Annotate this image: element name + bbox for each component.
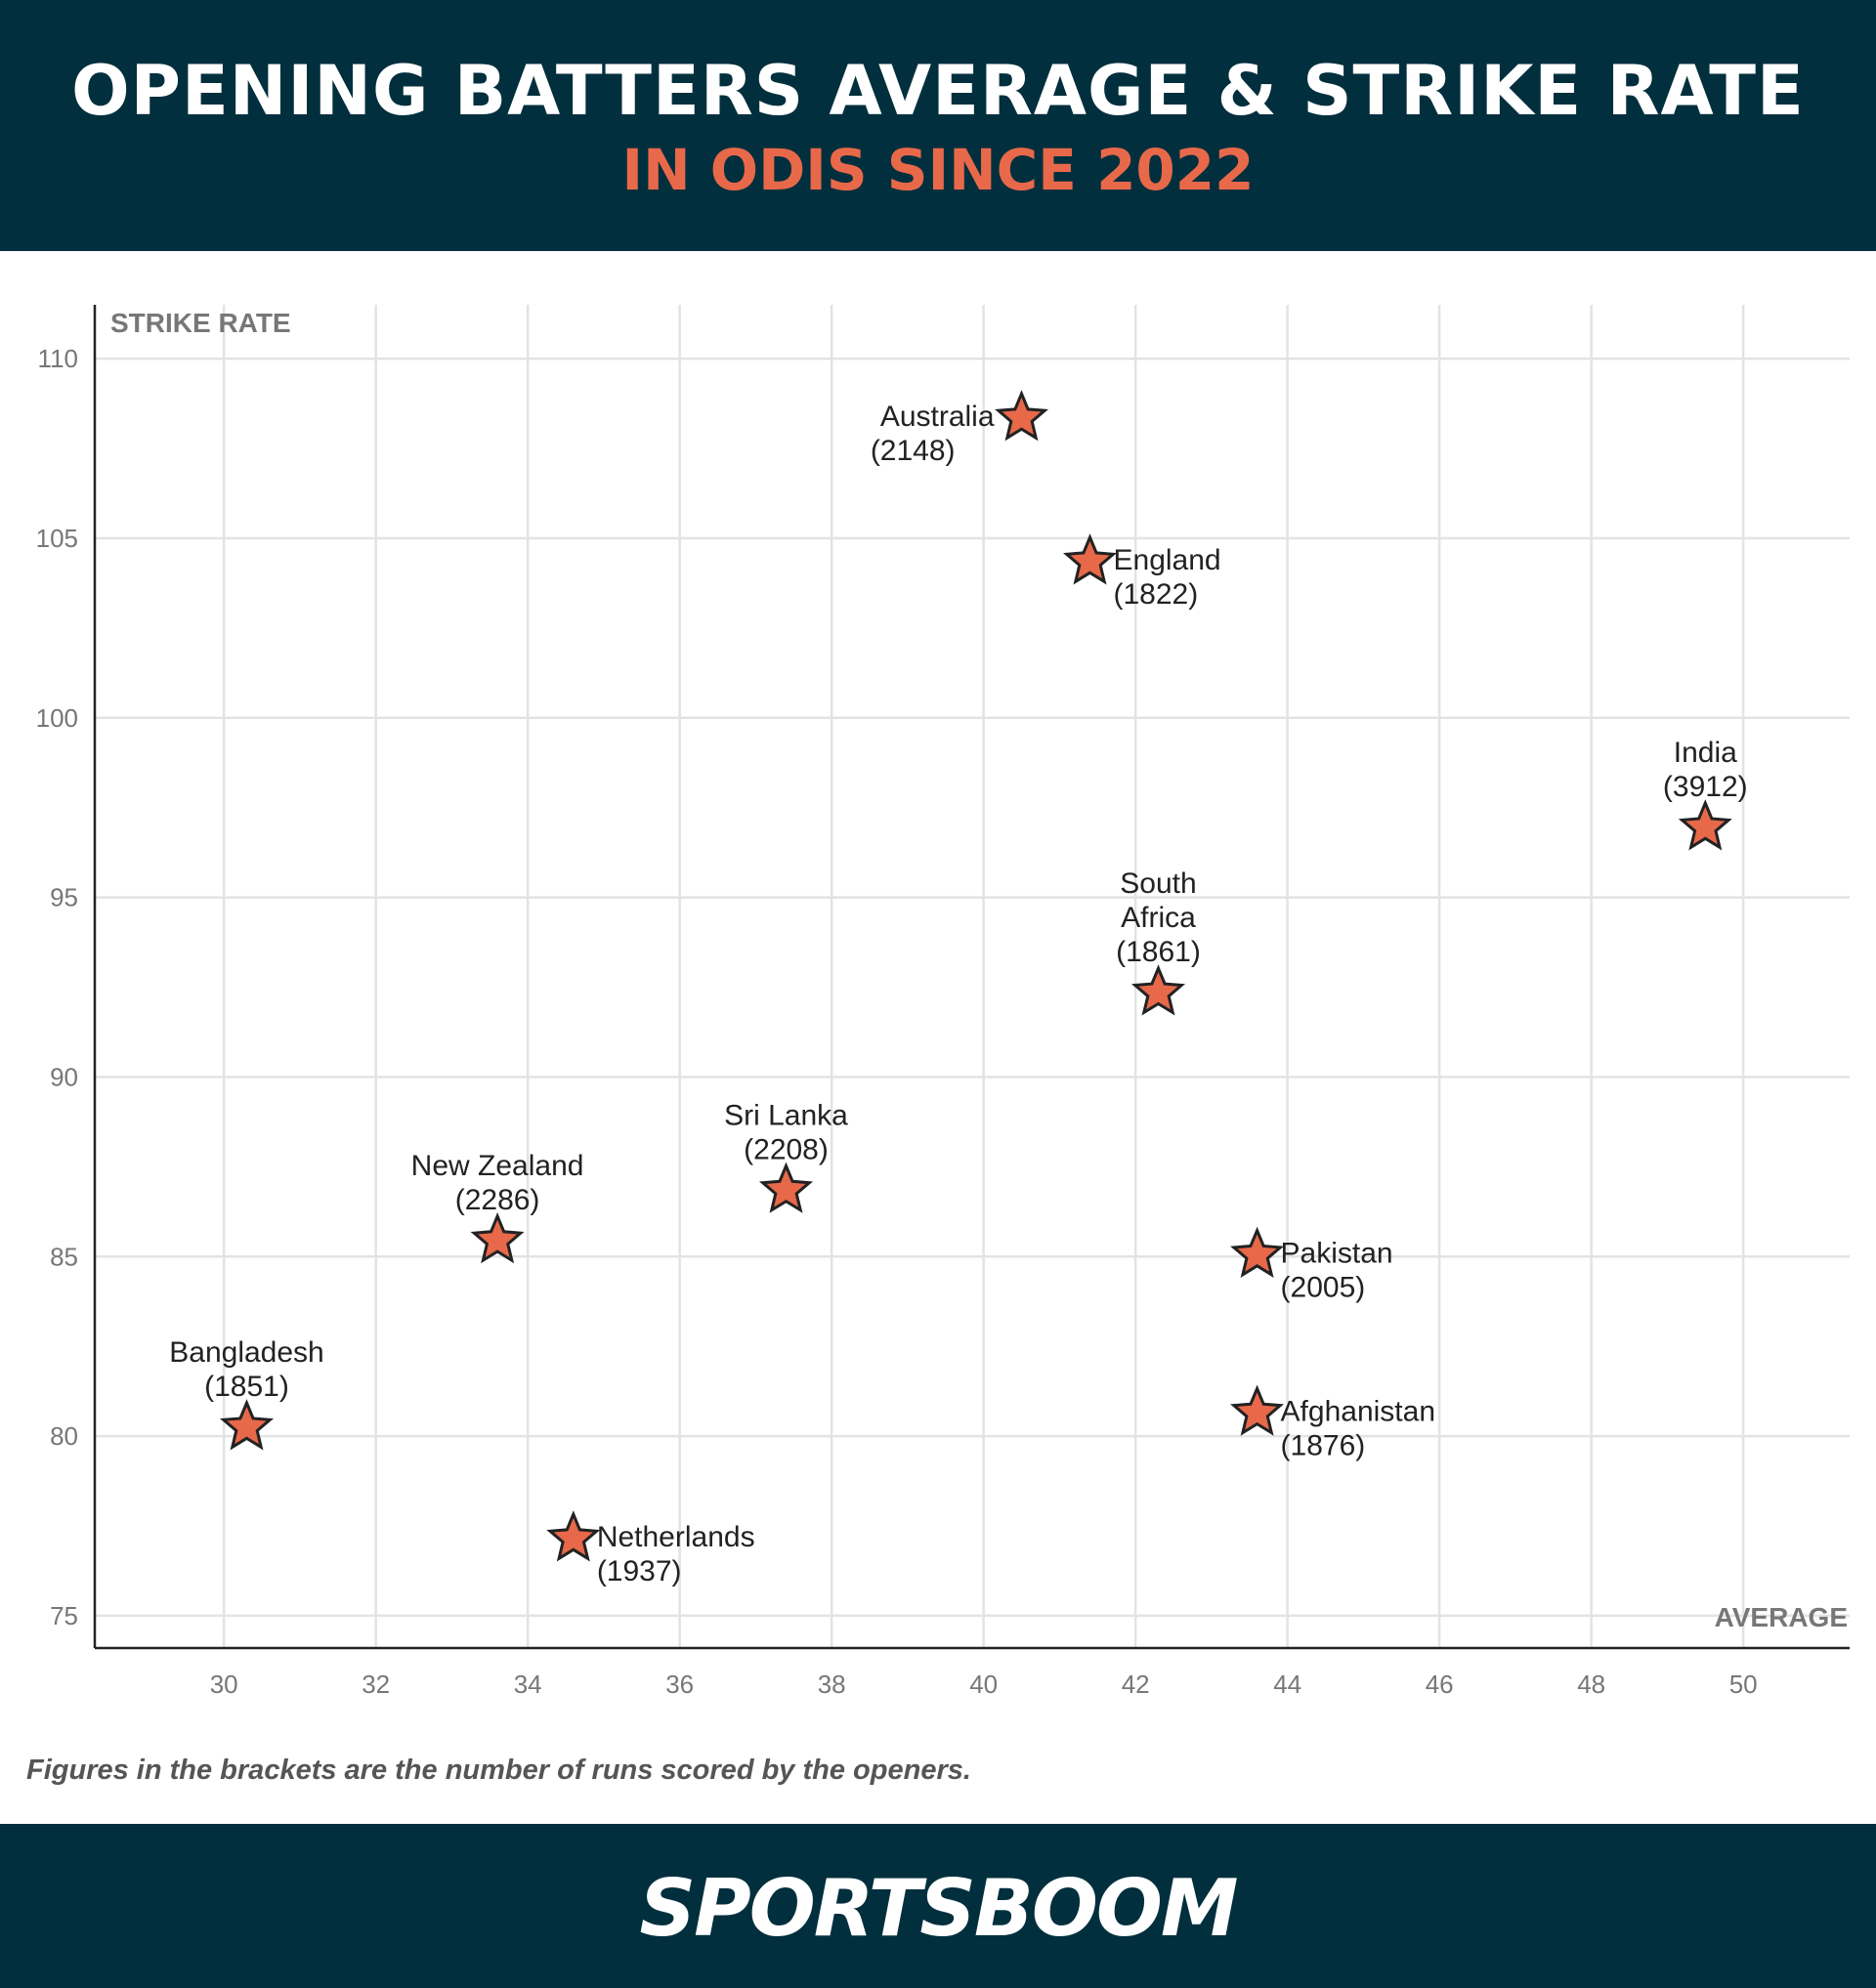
data-point-label: Pakistan (2005) bbox=[1281, 1238, 1393, 1304]
y-tick-label: 85 bbox=[50, 1242, 78, 1271]
data-point-label: England (1822) bbox=[1114, 544, 1221, 611]
country-label: Pakistan bbox=[1281, 1238, 1393, 1270]
y-tick-label: 100 bbox=[36, 703, 78, 733]
x-tick-label: 42 bbox=[1122, 1670, 1150, 1699]
data-point-label: New Zealand (2286) bbox=[411, 1150, 584, 1216]
data-point-star bbox=[1678, 799, 1732, 851]
x-axis-label: AVERAGE bbox=[1715, 1602, 1848, 1632]
y-tick-label: 75 bbox=[50, 1601, 78, 1630]
x-tick-label: 50 bbox=[1729, 1670, 1758, 1699]
runs-label: (3912) bbox=[1663, 771, 1748, 803]
country-label: New Zealand bbox=[411, 1150, 584, 1182]
x-tick-label: 46 bbox=[1426, 1670, 1454, 1699]
chart-title: OPENING BATTERS AVERAGE & STRIKE RATE bbox=[71, 51, 1805, 131]
y-tick-label: 95 bbox=[50, 883, 78, 912]
runs-label: (2148) bbox=[871, 435, 956, 467]
runs-label: (1822) bbox=[1114, 578, 1199, 611]
data-point-star bbox=[1062, 533, 1118, 585]
y-axis-label: STRIKE RATE bbox=[110, 308, 291, 338]
runs-label: (1876) bbox=[1281, 1429, 1366, 1461]
runs-label: (2286) bbox=[455, 1184, 540, 1216]
data-point-label: India (3912) bbox=[1663, 737, 1748, 803]
data-point-star bbox=[219, 1399, 275, 1451]
x-tick-label: 40 bbox=[969, 1670, 998, 1699]
data-point-label: Sri Lanka (2208) bbox=[724, 1099, 848, 1165]
country-label: Bangladesh bbox=[169, 1336, 323, 1369]
data-point-label: Afghanistan (1876) bbox=[1281, 1395, 1435, 1461]
x-tick-label: 36 bbox=[665, 1670, 694, 1699]
country-label: Africa bbox=[1121, 902, 1196, 934]
country-label: Australia bbox=[880, 401, 995, 433]
data-point-star bbox=[995, 390, 1049, 442]
data-point-label: Australia (2148) bbox=[871, 401, 995, 467]
y-tick-label: 110 bbox=[38, 344, 78, 373]
x-tick-label: 48 bbox=[1577, 1670, 1605, 1699]
y-tick-label: 90 bbox=[50, 1062, 78, 1091]
data-point-star bbox=[1230, 1226, 1284, 1278]
y-tick-label: 105 bbox=[36, 524, 78, 553]
country-label: India bbox=[1674, 737, 1737, 769]
runs-label: (2208) bbox=[744, 1133, 829, 1165]
chart-subtitle: IN ODIS SINCE 2022 bbox=[621, 137, 1255, 203]
country-label: England bbox=[1114, 544, 1221, 576]
data-point-label: Bangladesh (1851) bbox=[169, 1336, 323, 1403]
runs-label: (1851) bbox=[204, 1371, 289, 1403]
sportsboom-logo: SPORTSBOOM bbox=[639, 1863, 1238, 1954]
data-point-star bbox=[546, 1510, 601, 1562]
data-point-star bbox=[1230, 1384, 1285, 1436]
runs-label: (1861) bbox=[1116, 936, 1201, 968]
country-label: Sri Lanka bbox=[724, 1099, 848, 1131]
data-point-star bbox=[1130, 964, 1186, 1016]
runs-label: (2005) bbox=[1281, 1272, 1366, 1304]
country-label: Afghanistan bbox=[1281, 1395, 1435, 1427]
footer: SPORTSBOOM bbox=[0, 1824, 1876, 1988]
country-label: Netherlands bbox=[597, 1521, 755, 1553]
y-tick-label: 80 bbox=[50, 1421, 78, 1451]
header: OPENING BATTERS AVERAGE & STRIKE RATE IN… bbox=[0, 0, 1876, 251]
data-point-label: South Africa (1861) bbox=[1116, 867, 1201, 968]
data-point-label: Netherlands (1937) bbox=[597, 1521, 755, 1587]
country-label: South bbox=[1120, 867, 1196, 900]
x-tick-label: 30 bbox=[210, 1670, 238, 1699]
x-tick-label: 38 bbox=[818, 1670, 846, 1699]
footnote: Figures in the brackets are the number o… bbox=[26, 1755, 971, 1786]
data-point-star bbox=[470, 1211, 525, 1264]
runs-label: (1937) bbox=[597, 1555, 682, 1587]
x-tick-label: 32 bbox=[362, 1670, 390, 1699]
data-point-star bbox=[758, 1162, 814, 1213]
x-tick-label: 34 bbox=[514, 1670, 542, 1699]
x-tick-label: 44 bbox=[1273, 1670, 1301, 1699]
